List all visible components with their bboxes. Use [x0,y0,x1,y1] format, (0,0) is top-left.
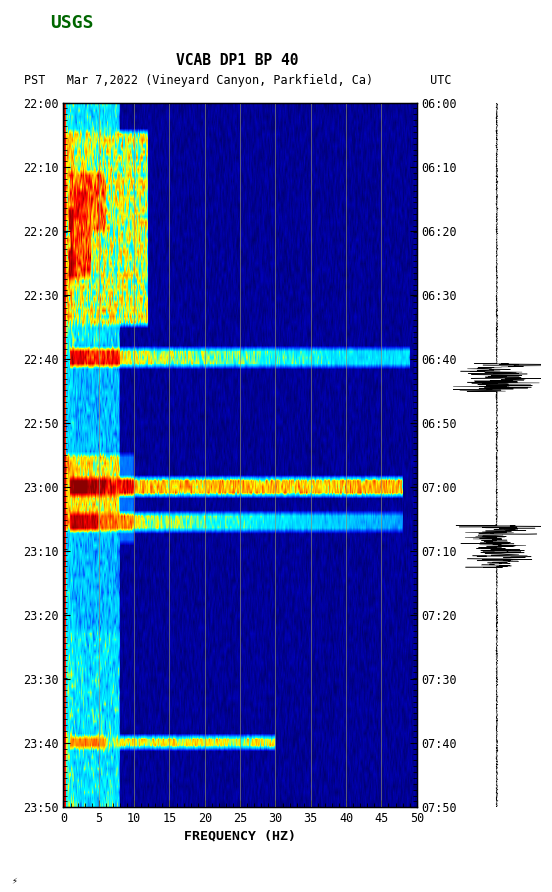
Text: ⚡: ⚡ [11,876,17,885]
X-axis label: FREQUENCY (HZ): FREQUENCY (HZ) [184,830,296,842]
Text: PST   Mar 7,2022 (Vineyard Canyon, Parkfield, Ca)        UTC: PST Mar 7,2022 (Vineyard Canyon, Parkfie… [24,74,451,87]
Text: USGS: USGS [50,14,93,32]
Text: VCAB DP1 BP 40: VCAB DP1 BP 40 [176,54,299,68]
